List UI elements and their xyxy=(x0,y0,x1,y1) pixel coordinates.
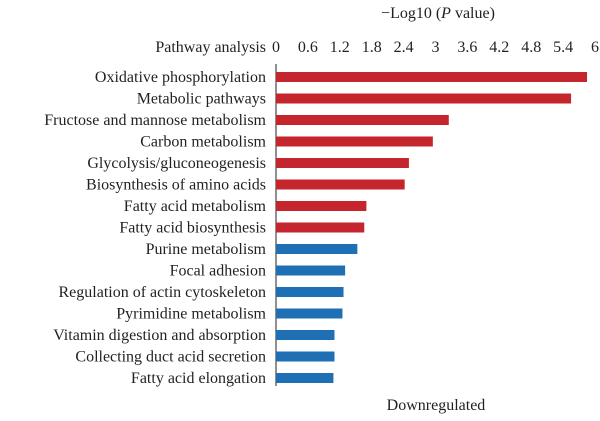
category-label: Vitamin digestion and absorption xyxy=(53,327,266,344)
bar xyxy=(276,351,335,362)
bar xyxy=(276,158,409,168)
axis-title: −Log10 (P value) xyxy=(381,5,495,22)
category-label: Collecting duct acid secretion xyxy=(75,349,266,366)
bar xyxy=(276,179,405,190)
x-tick-label: 3 xyxy=(432,39,440,56)
category-label: Biosynthesis of amino acids xyxy=(86,177,266,194)
category-label: Oxidative phosphorylation xyxy=(95,69,266,86)
bar xyxy=(276,308,343,319)
x-tick-label: 6 xyxy=(591,39,599,56)
category-label: Purine metabolism xyxy=(146,241,267,258)
category-label: Metabolic pathways xyxy=(137,91,266,108)
category-label: Regulation of actin cytoskeleton xyxy=(59,284,267,301)
bar xyxy=(276,201,367,211)
bar xyxy=(276,330,335,340)
axis-title-suffix: value) xyxy=(451,5,495,22)
category-label: Fatty acid elongation xyxy=(131,370,266,387)
x-tick-label: 0.6 xyxy=(298,39,318,56)
bar xyxy=(276,93,572,104)
category-label: Glycolysis/gluconeogenesis xyxy=(87,155,266,172)
x-tick-label: 4.8 xyxy=(521,39,541,56)
x-tick-label: 4.2 xyxy=(489,39,509,56)
axis-title-italic: P xyxy=(440,5,451,22)
x-tick-label: 1.2 xyxy=(330,39,350,56)
bars xyxy=(276,72,588,383)
category-label: Focal adhesion xyxy=(170,263,266,280)
x-tick-label: 5.4 xyxy=(553,39,573,56)
chart-caption: Downregulated xyxy=(387,397,486,414)
bar xyxy=(276,136,433,147)
axis-title-prefix: −Log10 ( xyxy=(381,5,441,22)
bar xyxy=(276,265,346,276)
category-header: Pathway analysis xyxy=(155,39,266,56)
bar xyxy=(276,72,588,82)
x-tick-label: 0 xyxy=(272,39,280,56)
bar xyxy=(276,115,449,125)
category-label: Carbon metabolism xyxy=(140,134,266,151)
bar xyxy=(276,287,344,297)
category-label: Pyrimidine metabolism xyxy=(116,306,266,323)
bar xyxy=(276,222,365,233)
category-label: Fatty acid biosynthesis xyxy=(119,220,266,237)
x-tick-label: 3.6 xyxy=(457,39,477,56)
x-tick-label: 2.4 xyxy=(394,39,414,56)
tick-labels: 0 0.6 1.2 1.8 2.4 3 3.6 4.2 4.8 5.4 6 xyxy=(272,39,599,56)
bar xyxy=(276,373,334,383)
category-labels: Oxidative phosphorylation Metabolic pathw… xyxy=(44,69,266,387)
x-tick-label: 1.8 xyxy=(362,39,382,56)
category-label: Fatty acid metabolism xyxy=(124,198,267,215)
bar xyxy=(276,244,358,254)
category-label: Fructose and mannose metabolism xyxy=(44,112,266,129)
